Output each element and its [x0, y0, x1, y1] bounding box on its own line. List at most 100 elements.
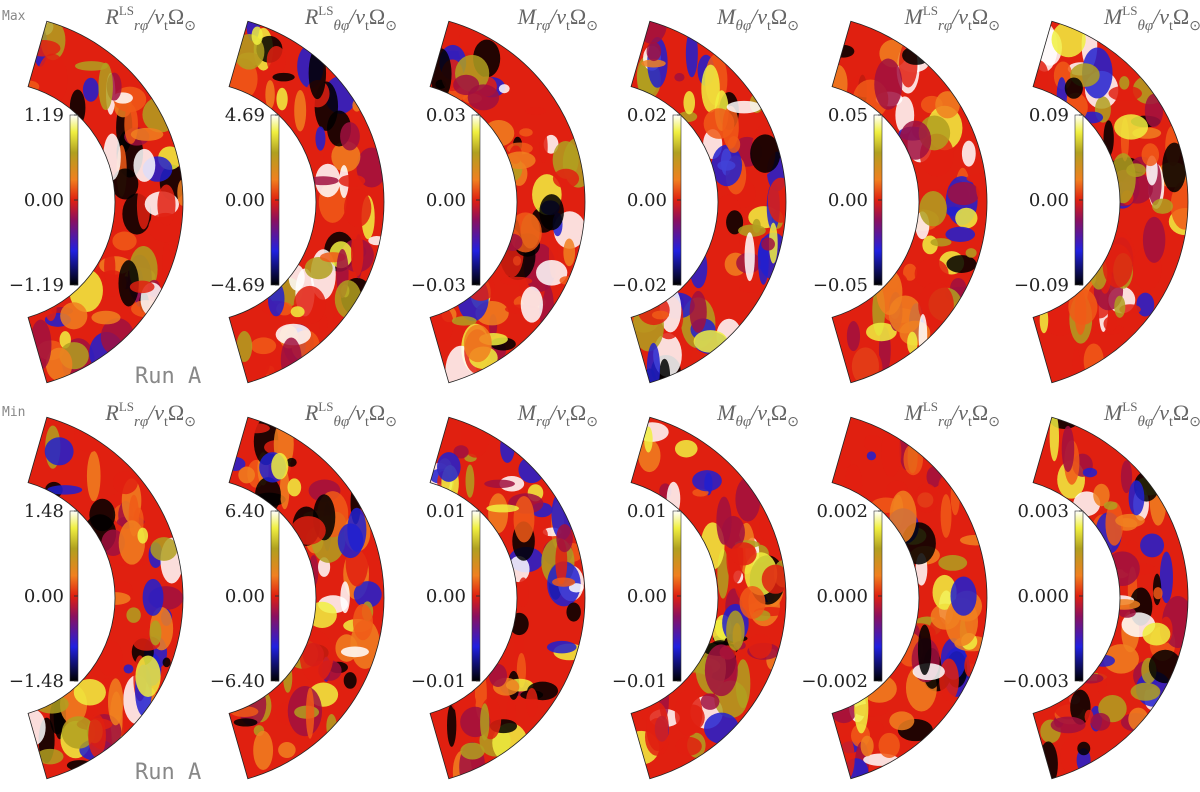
shell-blob — [644, 426, 653, 453]
shell-blob — [135, 655, 161, 698]
title-part: LS — [923, 3, 938, 18]
colorbar-label: 0.00 — [225, 586, 265, 607]
shell-blob — [889, 490, 917, 543]
shell-blob — [136, 181, 151, 230]
shell-blob — [73, 419, 104, 453]
colorbar-label: 0.01 — [627, 501, 667, 522]
shell-blob — [1105, 551, 1140, 587]
shell-blob — [279, 469, 290, 510]
shell-blob — [1071, 347, 1081, 383]
shell-blob — [1128, 480, 1145, 516]
title-part: rφ — [536, 18, 550, 34]
shell-blob — [915, 483, 939, 514]
title-part: Ω — [1173, 4, 1189, 29]
shell-blob — [965, 248, 977, 258]
shell-blob — [1142, 216, 1166, 263]
shell-blob — [305, 687, 315, 739]
title-part: t — [1169, 19, 1173, 34]
shell-blob — [1039, 307, 1049, 334]
shell-blob — [1142, 622, 1171, 646]
title-part: ⊙ — [586, 415, 598, 430]
shell-blob — [946, 255, 977, 273]
shell-map — [28, 21, 183, 383]
panel-title: RLSθφ/νtΩ⊙ — [304, 399, 397, 430]
shell-blob — [1118, 607, 1136, 618]
shell-blob — [1102, 244, 1133, 288]
title-part: /ν — [950, 4, 968, 29]
shell-blob — [28, 40, 61, 57]
shell-blob — [1119, 76, 1130, 90]
colorbar-label: 0.000 — [816, 586, 868, 607]
shell-blob — [738, 224, 766, 237]
title-part: θφ — [333, 18, 349, 34]
shell-blob — [889, 711, 915, 731]
title-part: M — [1103, 4, 1124, 29]
shell-blob — [45, 347, 73, 381]
shell-blob — [1115, 513, 1145, 528]
shell-blob — [60, 302, 88, 330]
shell-blob — [641, 59, 666, 68]
shell-blob — [503, 151, 536, 170]
shell-blob — [104, 249, 116, 285]
shell-blob — [1093, 483, 1110, 507]
title-part: LS — [119, 399, 134, 414]
title-part: Ω — [771, 400, 787, 425]
title-part: M — [716, 400, 737, 425]
shell-blob — [950, 477, 960, 516]
shell-blob — [107, 678, 124, 726]
shell-blob — [326, 714, 337, 739]
shell-blob — [287, 478, 302, 497]
shell-blob — [88, 713, 106, 758]
shell-blob — [930, 238, 952, 247]
shell-blob — [488, 663, 507, 688]
title-part: rφ — [134, 18, 148, 34]
shell-blob — [480, 703, 490, 741]
shell-blob — [1126, 163, 1146, 178]
shell-blob — [651, 310, 670, 320]
shell-blob — [1108, 599, 1141, 610]
shell-blob — [685, 29, 698, 78]
shell-blob — [148, 212, 183, 243]
colorbar-label: 0.00 — [24, 190, 64, 211]
shell-blob — [726, 610, 745, 651]
shell-blob — [547, 640, 577, 654]
shell-blob — [674, 689, 703, 737]
title-part: /ν — [548, 4, 566, 29]
shell-blob — [846, 321, 861, 352]
shell-blob — [1140, 533, 1165, 558]
colorbar-label: 0.00 — [627, 586, 667, 607]
shell-blob — [950, 576, 977, 616]
colorbar-label: 0.00 — [1029, 190, 1069, 211]
shell-blob — [716, 496, 732, 545]
shell-blob — [849, 346, 883, 383]
shell-blob — [267, 281, 285, 317]
shell-blob — [1114, 295, 1126, 318]
shell-blob — [233, 718, 258, 727]
shell-blob — [918, 313, 928, 357]
shell-blob — [98, 62, 113, 111]
shell-map — [430, 21, 585, 383]
shell-blob — [91, 310, 121, 325]
title-part: Ω — [369, 400, 385, 425]
shell-blob — [1120, 460, 1133, 494]
shell-blob — [761, 564, 786, 594]
shell-blob — [517, 577, 529, 608]
shell-blob — [693, 330, 728, 353]
shell-blob — [368, 236, 384, 246]
title-part: M — [716, 4, 737, 29]
shell-blob — [1090, 712, 1111, 731]
shell-blob — [266, 46, 287, 75]
shell-blob — [100, 592, 131, 605]
title-part: ⊙ — [586, 19, 598, 34]
shell-blob — [340, 122, 360, 151]
shell-blob — [940, 494, 952, 538]
shell-blob — [299, 630, 334, 683]
shell-blob — [955, 207, 978, 229]
title-part: Ω — [168, 4, 184, 29]
colorbar-label: 0.00 — [225, 190, 265, 211]
title-part: /ν — [347, 400, 365, 425]
title-part: ⊙ — [988, 19, 1000, 34]
shell-blob — [308, 47, 327, 100]
title-part: t — [767, 19, 771, 34]
